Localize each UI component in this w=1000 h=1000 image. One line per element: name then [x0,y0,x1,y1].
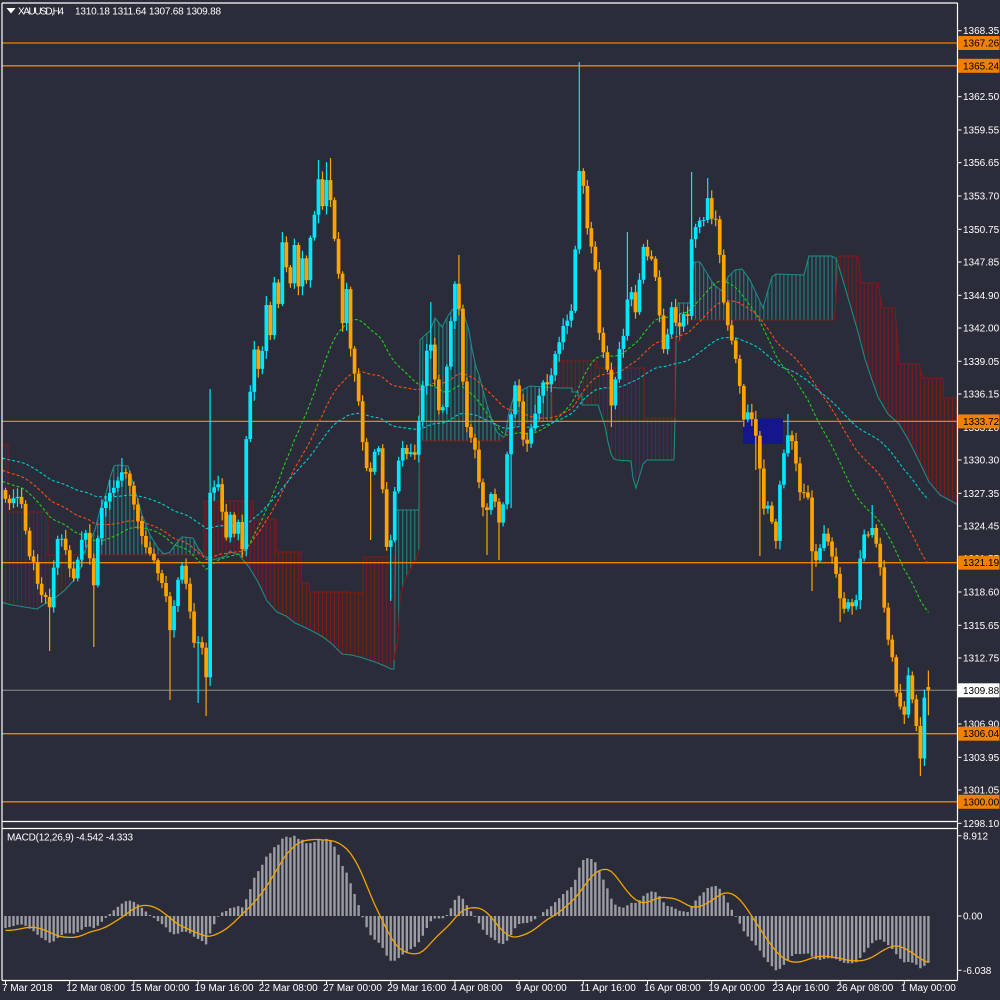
svg-text:-6.038: -6.038 [963,966,992,977]
svg-text:1330.30: 1330.30 [963,456,1000,467]
svg-text:27 Mar 00:00: 27 Mar 00:00 [323,983,382,994]
svg-text:1359.55: 1359.55 [963,126,1000,137]
svg-text:XAUUSD,H4: XAUUSD,H4 [18,7,64,18]
svg-text:1356.65: 1356.65 [963,158,1000,169]
svg-text:1362.50: 1362.50 [963,92,1000,103]
svg-text:1306.90: 1306.90 [963,720,1000,731]
svg-text:16 Apr 08:00: 16 Apr 08:00 [644,983,701,994]
svg-text:1342.00: 1342.00 [963,324,1000,335]
svg-text:12 Mar 08:00: 12 Mar 08:00 [66,983,125,994]
svg-text:1336.15: 1336.15 [963,390,1000,401]
svg-text:4 Apr 08:00: 4 Apr 08:00 [451,983,503,994]
svg-text:26 Apr 08:00: 26 Apr 08:00 [837,983,894,994]
svg-text:1333.72: 1333.72 [963,417,1000,428]
svg-text:1309.88: 1309.88 [963,686,1000,697]
svg-text:1353.70: 1353.70 [963,192,1000,203]
svg-text:1312.75: 1312.75 [963,654,1000,665]
svg-text:1301.05: 1301.05 [963,786,1000,797]
svg-text:19 Mar 16:00: 19 Mar 16:00 [195,983,254,994]
svg-text:1324.45: 1324.45 [963,522,1000,533]
svg-text:1368.35: 1368.35 [963,26,1000,37]
svg-text:22 Mar 08:00: 22 Mar 08:00 [259,983,318,994]
svg-text:1318.60: 1318.60 [963,588,1000,599]
svg-text:7 Mar 2018: 7 Mar 2018 [2,983,53,994]
svg-text:15 Mar 00:00: 15 Mar 00:00 [130,983,189,994]
svg-text:23 Apr 16:00: 23 Apr 16:00 [772,983,829,994]
svg-text:1365.24: 1365.24 [963,61,1000,72]
svg-text:1303.95: 1303.95 [963,753,1000,764]
svg-text:1315.65: 1315.65 [963,621,1000,632]
svg-text:1327.35: 1327.35 [963,489,1000,500]
svg-text:1344.90: 1344.90 [963,291,1000,302]
svg-text:1306.04: 1306.04 [963,729,1000,740]
svg-text:1300.00: 1300.00 [963,797,1000,808]
svg-text:19 Apr 00:00: 19 Apr 00:00 [708,983,765,994]
svg-text:1 May 00:00: 1 May 00:00 [901,983,956,994]
svg-text:9 Apr 00:00: 9 Apr 00:00 [516,983,568,994]
svg-text:1350.75: 1350.75 [963,225,1000,236]
svg-text:1321.19: 1321.19 [963,558,1000,569]
svg-text:MACD(12,26,9) -4.542 -4.333: MACD(12,26,9) -4.542 -4.333 [7,833,133,844]
svg-text:1347.85: 1347.85 [963,258,1000,269]
svg-text:1310.18 1311.64 1307.68 1309.8: 1310.18 1311.64 1307.68 1309.88 [75,7,221,18]
svg-text:1367.26: 1367.26 [963,39,1000,50]
svg-text:0.00: 0.00 [963,912,983,923]
svg-text:1339.05: 1339.05 [963,357,1000,368]
svg-text:1298.10: 1298.10 [963,819,1000,830]
svg-text:11 Apr 16:00: 11 Apr 16:00 [580,983,636,994]
svg-text:8.912: 8.912 [963,831,988,842]
svg-text:29 Mar 16:00: 29 Mar 16:00 [387,983,446,994]
